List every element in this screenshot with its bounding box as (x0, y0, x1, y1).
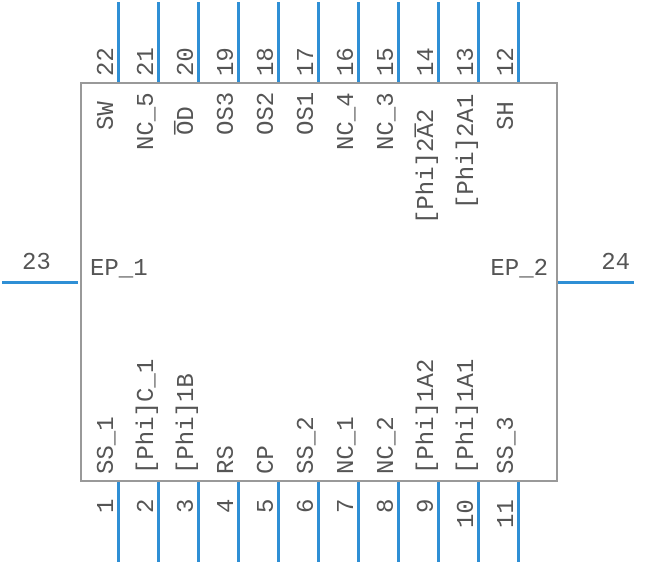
pin-lead-bottom-1 (117, 482, 120, 562)
pin-name-13: [Phi]2A1 (456, 94, 480, 209)
pin-number-17: 17 (296, 47, 320, 76)
pin-name-19: OS3 (216, 91, 240, 134)
pin-number-2: 2 (136, 498, 160, 512)
pin-number-7: 7 (336, 498, 360, 512)
pin-number-20: 20 (176, 47, 200, 76)
pin-name-24: EP_2 (490, 258, 548, 282)
pin-name-22: SW (96, 101, 120, 130)
pin-name-12: SH (496, 101, 520, 130)
pin-name-10: [Phi]1A1 (456, 359, 480, 474)
pin-number-6: 6 (296, 498, 320, 512)
pin-number-19: 19 (216, 47, 240, 76)
pin-lead-bottom-6 (317, 482, 320, 562)
pin-name-3: [Phi]1B (176, 373, 200, 474)
pin-name-8: NC_2 (376, 416, 400, 474)
pin-name-1: SS_1 (96, 416, 120, 474)
pin-number-9: 9 (416, 498, 440, 512)
pin-number-13: 13 (456, 47, 480, 76)
pin-lead-left-23 (2, 281, 78, 284)
pin-lead-bottom-9 (437, 482, 440, 562)
pin-number-3: 3 (176, 498, 200, 512)
pin-name-9: [Phi]1A2 (416, 359, 440, 474)
pin-number-10: 10 (456, 499, 480, 528)
pin-number-22: 22 (96, 47, 120, 76)
pin-lead-bottom-5 (277, 482, 280, 562)
pin-name-18: OS2 (256, 91, 280, 134)
pin-number-1: 1 (96, 498, 120, 512)
chip-diagram: 22SW21NC_520O̅D19OS318OS217OS116NC_415NC… (0, 0, 648, 568)
pin-name-20: O̅D (176, 106, 200, 135)
pin-name-11: SS_3 (496, 416, 520, 474)
pin-lead-bottom-7 (357, 482, 360, 562)
pin-number-21: 21 (136, 47, 160, 76)
pin-name-14: [Phi]2A̅2 (416, 109, 440, 224)
pin-name-21: NC_5 (136, 92, 160, 150)
pin-number-24: 24 (601, 252, 630, 276)
pin-name-5: CP (256, 445, 280, 474)
pin-number-15: 15 (376, 47, 400, 76)
pin-name-7: NC_1 (336, 416, 360, 474)
pin-name-6: SS_2 (296, 416, 320, 474)
pin-name-17: OS1 (296, 91, 320, 134)
pin-number-16: 16 (336, 47, 360, 76)
pin-number-4: 4 (216, 498, 240, 512)
pin-name-23: EP_1 (90, 258, 148, 282)
pin-lead-right-24 (558, 281, 634, 284)
pin-lead-bottom-3 (197, 482, 200, 562)
pin-lead-bottom-4 (237, 482, 240, 562)
pin-name-2: [Phi]C_1 (136, 359, 160, 474)
pin-number-18: 18 (256, 47, 280, 76)
pin-name-16: NC_4 (336, 92, 360, 150)
pin-number-11: 11 (496, 499, 520, 528)
pin-number-14: 14 (416, 47, 440, 76)
pin-number-12: 12 (496, 47, 520, 76)
pin-name-15: NC_3 (376, 92, 400, 150)
pin-number-5: 5 (256, 498, 280, 512)
pin-number-23: 23 (22, 252, 51, 276)
pin-lead-bottom-2 (157, 482, 160, 562)
pin-name-4: RS (216, 445, 240, 474)
pin-number-8: 8 (376, 498, 400, 512)
pin-lead-bottom-8 (397, 482, 400, 562)
